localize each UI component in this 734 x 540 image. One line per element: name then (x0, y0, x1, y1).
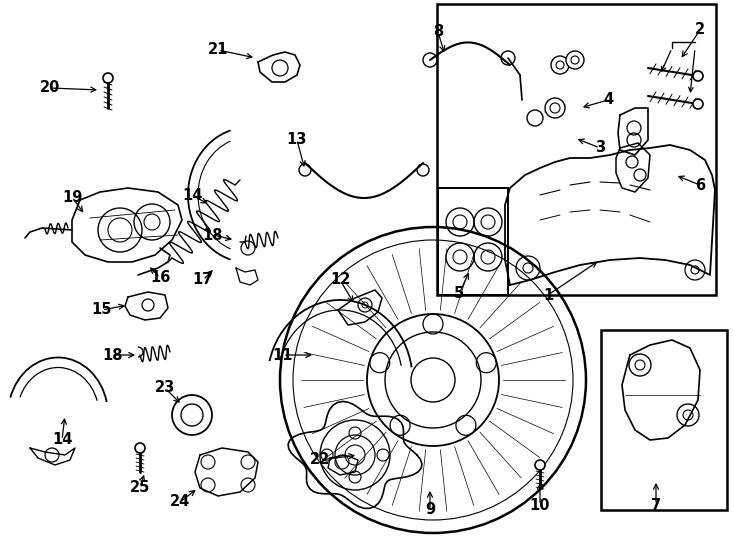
Text: 15: 15 (92, 302, 112, 318)
Text: 7: 7 (651, 497, 661, 512)
Text: 19: 19 (62, 190, 82, 205)
Text: 3: 3 (595, 140, 605, 156)
Text: 25: 25 (130, 480, 150, 495)
Text: 6: 6 (695, 178, 705, 192)
Text: 9: 9 (425, 503, 435, 517)
Circle shape (103, 73, 113, 83)
Text: 11: 11 (273, 348, 294, 362)
Text: 10: 10 (530, 497, 550, 512)
Circle shape (566, 51, 584, 69)
Circle shape (135, 443, 145, 453)
Circle shape (545, 98, 565, 118)
Text: 5: 5 (454, 287, 464, 301)
Text: 1: 1 (543, 287, 553, 302)
Bar (437, 4, 716, 295)
Circle shape (535, 460, 545, 470)
Text: 20: 20 (40, 80, 60, 96)
Circle shape (693, 99, 703, 109)
Circle shape (693, 71, 703, 81)
Text: 2: 2 (695, 23, 705, 37)
Text: 13: 13 (287, 132, 308, 147)
Text: 24: 24 (170, 495, 190, 510)
Text: 4: 4 (603, 92, 613, 107)
Text: 16: 16 (150, 271, 170, 286)
Text: 8: 8 (433, 24, 443, 39)
Text: 22: 22 (310, 453, 330, 468)
Text: 17: 17 (193, 273, 213, 287)
Bar (438, 188, 508, 295)
Text: 18: 18 (103, 348, 123, 362)
Text: 18: 18 (203, 227, 223, 242)
Text: 23: 23 (155, 381, 175, 395)
Text: 21: 21 (208, 43, 228, 57)
Bar (601, 330, 727, 510)
Text: 14: 14 (182, 187, 202, 202)
Circle shape (551, 56, 569, 74)
Text: 12: 12 (330, 273, 350, 287)
Text: 14: 14 (52, 433, 72, 448)
